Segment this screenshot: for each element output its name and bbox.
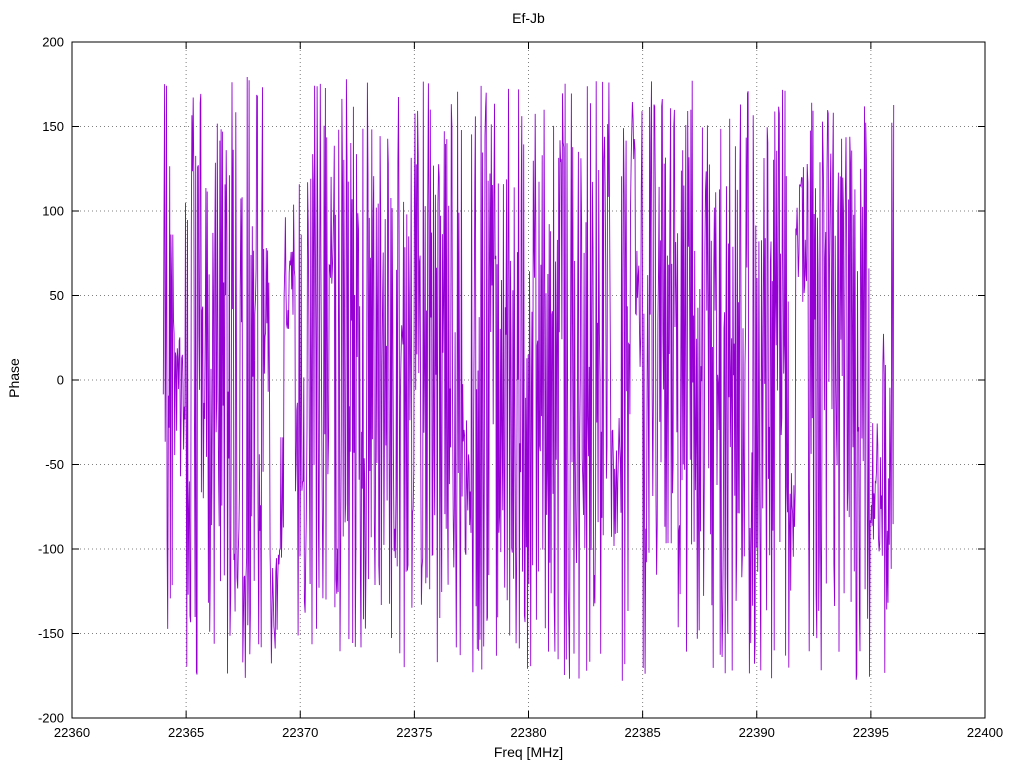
- y-tick-label: 200: [42, 35, 64, 50]
- y-tick-label: -200: [38, 711, 64, 726]
- x-tick-label: 22375: [396, 725, 432, 740]
- x-tick-label: 22360: [54, 725, 90, 740]
- x-tick-label: 22400: [967, 725, 1003, 740]
- x-tick-label: 22385: [625, 725, 661, 740]
- y-tick-label: -100: [38, 542, 64, 557]
- x-tick-label: 22390: [739, 725, 775, 740]
- x-tick-label: 22380: [510, 725, 546, 740]
- x-tick-label: 22365: [168, 725, 204, 740]
- phase-series-line: [162, 76, 895, 681]
- chart-title: Ef-Jb: [512, 10, 545, 26]
- x-tick-label: 22370: [282, 725, 318, 740]
- y-tick-label: 0: [57, 373, 64, 388]
- x-tick-label: 22395: [853, 725, 889, 740]
- y-tick-label: 100: [42, 204, 64, 219]
- y-axis-label: Phase: [6, 358, 22, 398]
- y-tick-label: 50: [50, 288, 64, 303]
- y-tick-label: 150: [42, 119, 64, 134]
- y-tick-label: -150: [38, 626, 64, 641]
- x-axis-label: Freq [MHz]: [493, 744, 564, 760]
- y-tick-label: -50: [45, 457, 64, 472]
